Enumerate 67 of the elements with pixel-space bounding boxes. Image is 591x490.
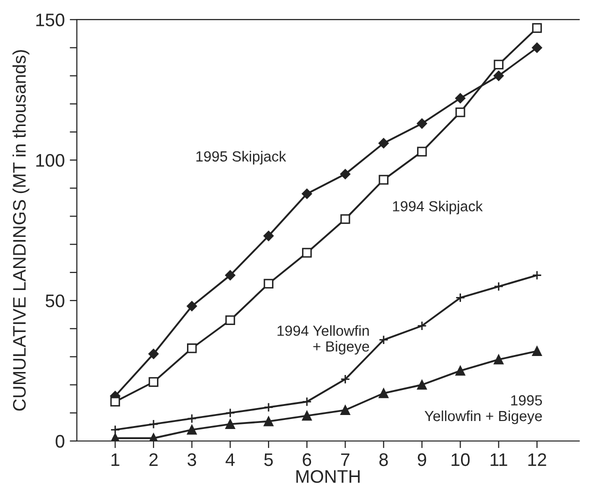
point bbox=[225, 408, 236, 418]
point bbox=[532, 270, 542, 280]
x-tick-label: 4 bbox=[226, 453, 235, 466]
point bbox=[148, 377, 158, 387]
y-tick-label: 100 bbox=[36, 154, 64, 167]
x-tick-label: 2 bbox=[149, 453, 158, 466]
point bbox=[302, 248, 312, 258]
point bbox=[494, 60, 504, 70]
series-label: 1994 Yellowfin + Bigeye bbox=[278, 325, 370, 355]
point bbox=[110, 424, 120, 435]
point bbox=[340, 169, 350, 180]
point bbox=[264, 278, 274, 289]
x-tick-label: 11 bbox=[490, 453, 508, 466]
text: 1995 Skipjack bbox=[196, 150, 286, 164]
x-tick-label: 7 bbox=[341, 453, 350, 466]
series-label: 1995 Yellowfin + Bigeye bbox=[424, 395, 542, 424]
point bbox=[378, 335, 388, 345]
x-tick-label: 5 bbox=[264, 453, 273, 466]
point bbox=[225, 419, 236, 430]
point bbox=[225, 315, 236, 326]
point bbox=[148, 348, 159, 360]
point bbox=[455, 93, 466, 104]
point bbox=[494, 70, 504, 81]
y-axis-title: CUMULATIVE LANDINGS (MT in thousands) bbox=[12, 50, 30, 411]
point bbox=[494, 354, 504, 364]
point bbox=[455, 292, 466, 303]
x-tick-label: 9 bbox=[418, 453, 426, 466]
x-tick-label: 12 bbox=[528, 453, 546, 466]
point bbox=[532, 42, 542, 53]
point bbox=[148, 419, 158, 430]
point bbox=[187, 414, 197, 424]
x-tick-label: 10 bbox=[452, 453, 470, 466]
point bbox=[302, 188, 312, 199]
point bbox=[302, 396, 312, 407]
point bbox=[187, 343, 197, 354]
point bbox=[417, 320, 427, 331]
point bbox=[532, 23, 542, 33]
x-tick-label: 6 bbox=[302, 453, 312, 466]
point bbox=[263, 230, 274, 242]
point bbox=[494, 282, 504, 292]
point bbox=[110, 396, 120, 407]
point bbox=[340, 405, 350, 415]
x-tick-label: 3 bbox=[188, 453, 196, 466]
point bbox=[225, 270, 236, 280]
point bbox=[532, 346, 542, 356]
point bbox=[378, 388, 388, 398]
y-tick-label: 50 bbox=[46, 294, 64, 308]
x-tick-label: 1 bbox=[112, 453, 120, 466]
y-tick-label: 0 bbox=[56, 434, 64, 448]
point bbox=[340, 374, 350, 384]
point bbox=[340, 214, 350, 224]
point bbox=[264, 416, 274, 426]
point bbox=[186, 301, 197, 312]
point bbox=[417, 146, 427, 156]
x-tick-label: 8 bbox=[379, 453, 388, 466]
point bbox=[455, 107, 466, 118]
x-axis-title: MONTH bbox=[296, 470, 360, 483]
point bbox=[378, 174, 388, 185]
point bbox=[187, 424, 197, 435]
point bbox=[417, 380, 427, 390]
y-tick-label: 150 bbox=[36, 14, 64, 26]
series-label: 1994 Skipjack bbox=[393, 200, 483, 214]
point bbox=[416, 118, 428, 129]
point bbox=[378, 138, 389, 148]
point bbox=[264, 402, 274, 412]
point bbox=[302, 410, 312, 421]
point bbox=[455, 366, 466, 376]
